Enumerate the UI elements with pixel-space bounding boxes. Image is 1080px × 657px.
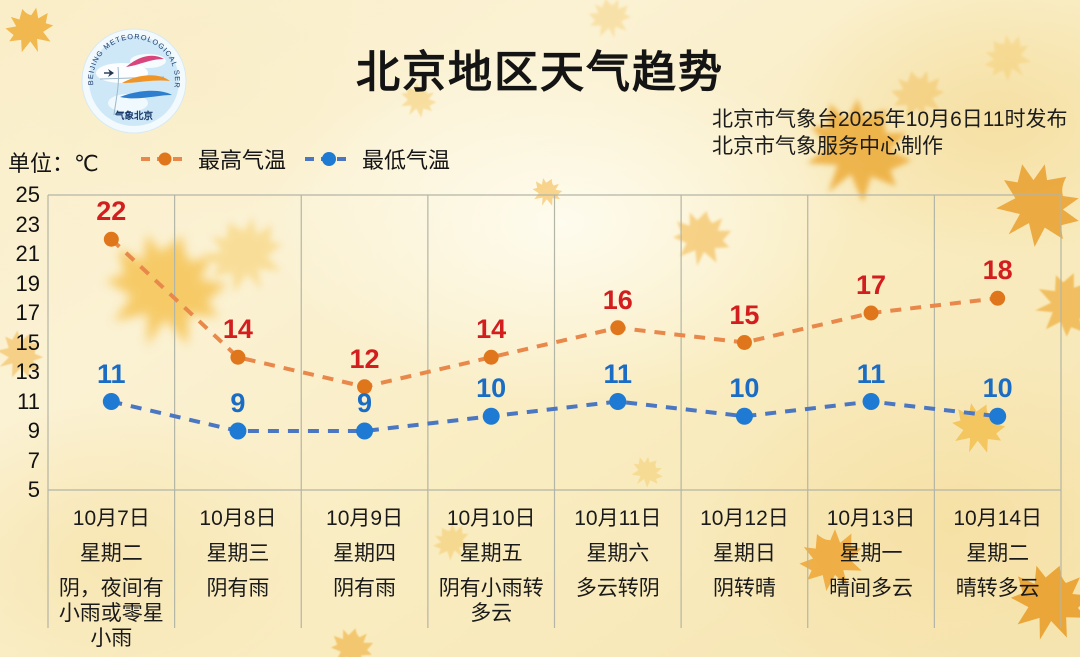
- legend-item-max: 最高气温: [140, 143, 286, 175]
- min-temp-line: [110, 399, 998, 433]
- max-temp-label: 14: [476, 314, 507, 345]
- weather-cell: 晴转多云: [955, 577, 1040, 600]
- legend-min-swatch-icon: [305, 152, 354, 166]
- min-temp-marker: [356, 422, 374, 440]
- y-axis-tick-label: 25: [15, 182, 40, 207]
- min-temp-marker: [482, 407, 500, 425]
- max-temp-marker: [990, 290, 1006, 306]
- max-temp-marker: [483, 349, 499, 365]
- min-temp-marker: [862, 393, 880, 410]
- min-temp-label: 10: [476, 373, 507, 404]
- max-temp-label: 18: [982, 255, 1013, 286]
- max-temp-label: 14: [222, 314, 253, 345]
- weather-cell: 阴有小雨转多云: [438, 577, 544, 625]
- y-axis-tick-label: 15: [15, 329, 40, 355]
- legend-min-label: 最低气温: [362, 148, 451, 173]
- issue-info: 北京市气象台2025年10月6日11时发布 北京市气象服务中心制作: [712, 106, 1068, 160]
- issue-line-2: 北京市气象服务中心制作: [712, 135, 943, 158]
- max-temp-marker: [736, 335, 752, 350]
- weekday-cell: 星期六: [586, 542, 650, 565]
- date-cell: 10月14日: [953, 507, 1043, 530]
- y-axis-tick-label: 17: [15, 300, 40, 325]
- weekday-cell: 星期五: [459, 542, 523, 565]
- y-axis-tick-label: 7: [27, 447, 40, 473]
- weather-cell: 晴间多云: [829, 577, 914, 600]
- max-temp-label: 16: [602, 284, 633, 315]
- min-temp-marker: [989, 407, 1007, 425]
- max-temp-label: 15: [729, 299, 760, 330]
- legend-item-min: 最低气温: [304, 143, 450, 175]
- y-axis-tick-label: 13: [15, 359, 40, 384]
- date-cell: 10月7日: [72, 507, 150, 530]
- max-temp-marker: [610, 320, 626, 336]
- date-cell: 10月10日: [446, 507, 536, 530]
- weekday-cell: 星期一: [839, 542, 903, 565]
- date-cell: 10月12日: [700, 507, 789, 530]
- min-temp-label: 9: [230, 388, 246, 418]
- weather-cell: 阴，夜间有小雨或零星小雨: [58, 577, 164, 650]
- min-temp-label: 11: [603, 358, 633, 389]
- weather-cell: 阴转晴: [712, 577, 776, 600]
- max-temp-marker: [357, 379, 373, 395]
- y-axis-tick-label: 9: [27, 418, 40, 443]
- chart-legend: 最高气温 最低气温: [140, 143, 450, 175]
- y-axis-tick-label: 21: [15, 241, 40, 266]
- legend-max-swatch-icon: [141, 152, 189, 166]
- min-temp-label: 10: [729, 373, 760, 404]
- beijing-meteorological-service-logo: BEIJING METEOROLOGICAL SERVICE 气象北京: [81, 28, 187, 134]
- y-axis-tick-label: 11: [17, 388, 40, 414]
- min-temp-label: 9: [357, 388, 373, 418]
- max-temp-label: 12: [349, 343, 380, 374]
- max-temp-marker: [230, 349, 246, 365]
- date-cell: 10月11日: [574, 507, 662, 530]
- y-axis-tick-label: 19: [15, 270, 40, 296]
- min-temp-marker: [229, 422, 247, 440]
- min-temp-label: 11: [856, 358, 886, 389]
- min-temp-marker: [735, 407, 753, 425]
- weekday-cell: 星期日: [712, 542, 776, 565]
- weather-cell: 阴有雨: [333, 577, 397, 600]
- legend-max-label: 最高气温: [198, 148, 287, 173]
- max-temp-label: 17: [856, 270, 887, 300]
- max-temp-marker: [103, 231, 119, 247]
- date-cell: 10月13日: [826, 507, 916, 530]
- unit-label: 单位：℃: [8, 151, 99, 176]
- date-cell: 10月8日: [199, 507, 277, 530]
- min-temp-label: 11: [97, 358, 126, 389]
- issue-line-1: 北京市气象台2025年10月6日11时发布: [712, 108, 1068, 131]
- page-title: 北京地区天气趋势: [356, 48, 724, 97]
- min-temp-marker: [102, 393, 120, 410]
- weekday-cell: 星期三: [206, 542, 270, 565]
- max-temp-label: 22: [96, 196, 127, 227]
- max-temp-marker: [863, 305, 879, 321]
- weather-cell: 阴有雨: [206, 577, 270, 600]
- logo-bottom-text: 气象北京: [114, 110, 154, 122]
- min-temp-marker: [609, 393, 627, 410]
- weekday-cell: 星期二: [966, 542, 1030, 565]
- weather-cell: 多云转阴: [575, 577, 660, 600]
- min-temp-label: 10: [982, 373, 1013, 404]
- date-cell: 10月9日: [326, 507, 404, 530]
- weekday-cell: 星期二: [79, 542, 143, 565]
- y-axis-tick-label: 5: [27, 477, 40, 502]
- weekday-cell: 星期四: [333, 542, 397, 565]
- y-axis-tick-label: 23: [15, 211, 40, 237]
